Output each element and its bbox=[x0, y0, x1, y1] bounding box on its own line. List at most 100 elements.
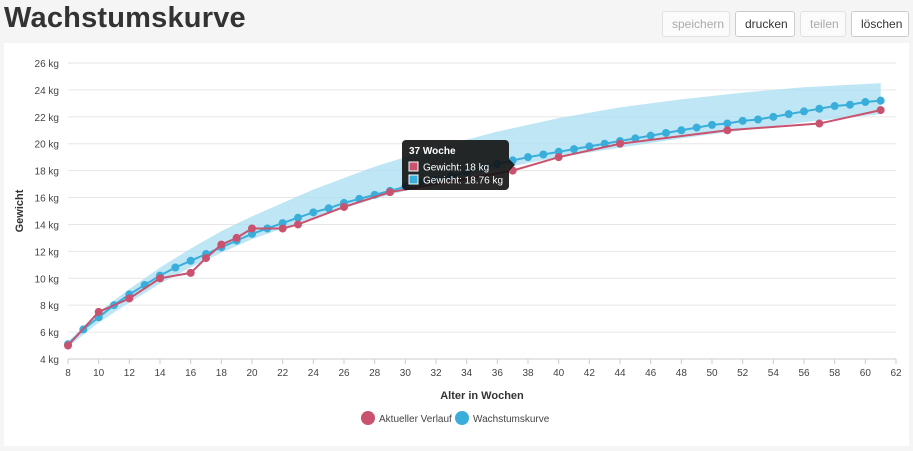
x-tick-label: 20 bbox=[246, 368, 258, 379]
x-tick-label: 26 bbox=[338, 368, 350, 379]
data-point[interactable] bbox=[616, 139, 624, 148]
data-point[interactable] bbox=[662, 128, 670, 137]
y-tick-label: 14 kg bbox=[35, 220, 59, 231]
chart-panel: 4 kg 6 kg 8 kg 10 kg 12 kg 14 kg 16 kg 18 kg 20 … bbox=[4, 43, 909, 446]
data-point[interactable] bbox=[723, 126, 732, 135]
data-point[interactable] bbox=[156, 274, 164, 283]
data-point[interactable] bbox=[876, 96, 885, 105]
tooltip-row-label: Gewicht: 18.76 kg bbox=[423, 176, 503, 187]
tooltip-row-label: Gewicht: 18 kg bbox=[423, 163, 489, 174]
y-tick-label: 26 kg bbox=[35, 59, 59, 70]
data-point[interactable] bbox=[861, 98, 870, 107]
y-tick-label: 4 kg bbox=[40, 355, 59, 366]
data-point[interactable] bbox=[631, 134, 640, 143]
save-button[interactable]: speichern bbox=[662, 11, 730, 37]
legend-item[interactable]: Aktueller Verlauf bbox=[361, 411, 452, 425]
data-point[interactable] bbox=[754, 115, 762, 124]
legend-label: Wachstumskurve bbox=[473, 414, 550, 425]
data-point[interactable] bbox=[232, 233, 241, 242]
data-point[interactable] bbox=[876, 106, 885, 115]
x-tick-label: 38 bbox=[522, 368, 534, 379]
y-tick-label: 10 kg bbox=[35, 274, 59, 285]
data-point[interactable] bbox=[94, 307, 103, 316]
data-point[interactable] bbox=[815, 104, 824, 113]
x-tick-label: 52 bbox=[737, 368, 749, 379]
y-tick-label: 6 kg bbox=[40, 328, 59, 339]
data-point[interactable] bbox=[248, 224, 256, 233]
data-point[interactable] bbox=[386, 188, 394, 197]
legend: Aktueller Verlauf Wachstumskurve bbox=[361, 411, 550, 425]
data-point[interactable] bbox=[524, 153, 532, 162]
data-point[interactable] bbox=[186, 256, 195, 265]
x-tick-label: 58 bbox=[829, 368, 841, 379]
data-point[interactable] bbox=[125, 294, 134, 303]
x-tick-label: 8 bbox=[65, 368, 71, 379]
data-point[interactable] bbox=[815, 119, 824, 128]
data-point[interactable] bbox=[202, 254, 210, 263]
data-point[interactable] bbox=[309, 208, 318, 217]
x-tick-label: 30 bbox=[400, 368, 412, 379]
data-point[interactable] bbox=[324, 204, 333, 213]
delete-button[interactable]: löschen bbox=[851, 11, 909, 37]
x-tick-label: 18 bbox=[216, 368, 228, 379]
data-point[interactable] bbox=[570, 145, 578, 154]
x-tick-label: 32 bbox=[430, 368, 442, 379]
x-tick-label: 62 bbox=[890, 368, 902, 379]
x-tick-label: 36 bbox=[492, 368, 504, 379]
x-axis-title: Alter in Wochen bbox=[440, 390, 524, 402]
tooltip: 37 Woche Gewicht: 18 kg Gewicht: 18.76 kg bbox=[402, 140, 515, 190]
data-point[interactable] bbox=[278, 224, 287, 233]
tooltip-swatch bbox=[408, 161, 419, 172]
data-point[interactable] bbox=[846, 100, 854, 109]
y-tick-label: 24 kg bbox=[35, 86, 59, 97]
tooltip-title: 37 Woche bbox=[409, 146, 456, 157]
data-point[interactable] bbox=[217, 240, 226, 249]
toolbar: speichern drucken teilen löschen bbox=[662, 11, 909, 37]
x-tick-label: 12 bbox=[124, 368, 136, 379]
x-tick-label: 60 bbox=[860, 368, 872, 379]
legend-swatch bbox=[455, 411, 469, 425]
data-point[interactable] bbox=[830, 102, 839, 111]
data-point[interactable] bbox=[646, 131, 655, 140]
data-point[interactable] bbox=[186, 268, 195, 277]
data-point[interactable] bbox=[784, 110, 793, 119]
x-tick-label: 48 bbox=[676, 368, 688, 379]
x-tick-label: 56 bbox=[798, 368, 810, 379]
data-point[interactable] bbox=[769, 112, 778, 121]
x-tick-label: 54 bbox=[768, 368, 780, 379]
data-point[interactable] bbox=[738, 116, 747, 125]
data-point[interactable] bbox=[554, 153, 563, 162]
y-tick-label: 22 kg bbox=[35, 113, 59, 124]
growth-band bbox=[68, 83, 881, 347]
y-tick-label: 12 kg bbox=[35, 247, 59, 258]
x-tick-label: 14 bbox=[154, 368, 166, 379]
data-point[interactable] bbox=[692, 123, 701, 132]
legend-label: Aktueller Verlauf bbox=[379, 414, 452, 425]
data-point[interactable] bbox=[585, 142, 594, 151]
y-tick-label: 16 kg bbox=[35, 194, 59, 205]
data-point[interactable] bbox=[340, 202, 348, 211]
legend-swatch bbox=[361, 411, 375, 425]
data-point[interactable] bbox=[171, 263, 180, 272]
data-point[interactable] bbox=[294, 213, 302, 222]
y-axis-title: Gewicht bbox=[14, 189, 26, 232]
x-tick-label: 40 bbox=[553, 368, 565, 379]
page-title: Wachstumskurve bbox=[4, 2, 246, 34]
data-point[interactable] bbox=[800, 107, 808, 116]
tooltip-box bbox=[402, 140, 509, 190]
share-button[interactable]: teilen bbox=[800, 11, 846, 37]
print-button[interactable]: drucken bbox=[735, 11, 795, 37]
data-point[interactable] bbox=[708, 120, 716, 129]
data-point[interactable] bbox=[723, 119, 732, 128]
data-point[interactable] bbox=[64, 341, 72, 350]
data-point[interactable] bbox=[294, 220, 302, 229]
data-point[interactable] bbox=[539, 150, 548, 159]
growth-chart[interactable]: 4 kg 6 kg 8 kg 10 kg 12 kg 14 kg 16 kg 18 kg 20 … bbox=[4, 43, 909, 446]
y-tick-label: 8 kg bbox=[40, 301, 59, 312]
x-tick-label: 16 bbox=[185, 368, 197, 379]
x-tick-label: 22 bbox=[277, 368, 289, 379]
legend-item[interactable]: Wachstumskurve bbox=[455, 411, 550, 425]
data-point[interactable] bbox=[677, 126, 686, 135]
y-tick-label: 18 kg bbox=[35, 167, 59, 178]
tooltip-caret bbox=[509, 159, 515, 171]
